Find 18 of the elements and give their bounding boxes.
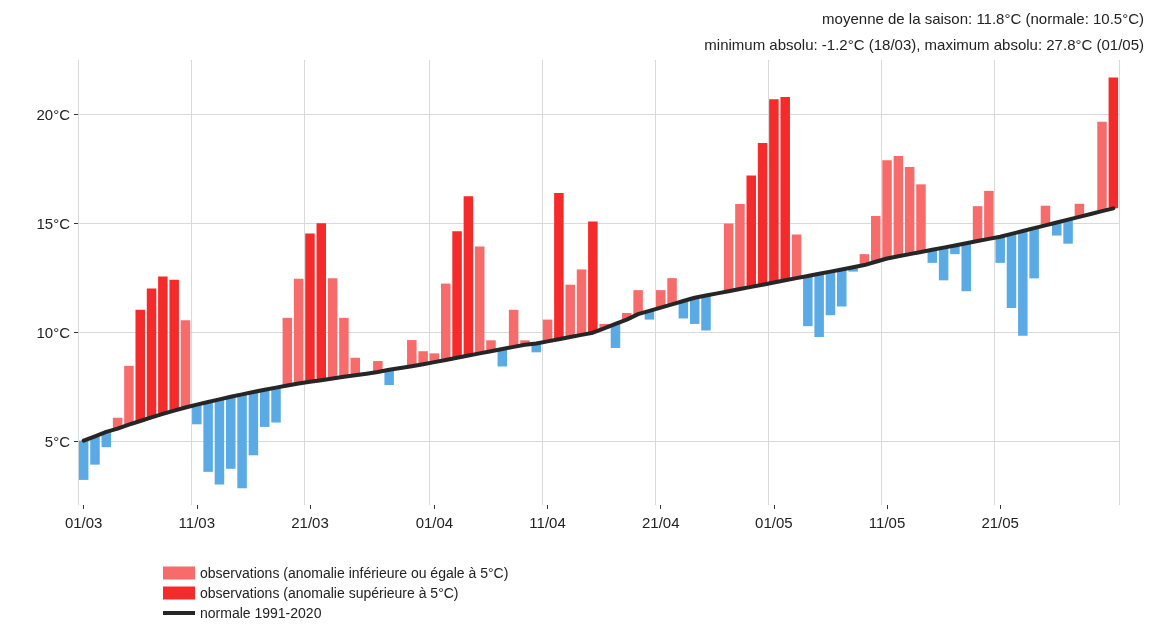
x-tick-label: 21/04 xyxy=(641,514,680,531)
x-tick-label: 21/05 xyxy=(981,514,1019,531)
x-tick-label: 11/03 xyxy=(178,514,216,531)
x-tick-label: 01/03 xyxy=(64,514,103,531)
x-tick-label: 21/03 xyxy=(291,514,329,531)
y-tick-label: 20°C xyxy=(36,106,71,124)
chart-subtitle: minimum absolu: -1.2°C (18/03), maximum absolu: 27.8°C (01/05) xyxy=(704,36,1145,53)
x-tick-label: 11/04 xyxy=(529,514,566,531)
y-tick-label: 15°C xyxy=(36,215,71,233)
legend-label: observations (anomalie inférieure ou égale à 5°C) xyxy=(200,565,509,581)
y-tick-label: 10°C xyxy=(36,324,71,342)
legend-label: normale 1991-2020 xyxy=(200,605,322,621)
x-tick-label: 11/05 xyxy=(868,514,906,531)
x-tick-label: 01/05 xyxy=(755,514,793,531)
x-tick-label: 01/04 xyxy=(415,514,454,531)
y-tick-label: 5°C xyxy=(44,433,71,451)
chart-title: moyenne de la saison: 11.8°C (normale: 10.5°C) xyxy=(822,10,1145,27)
legend-label: observations (anomalie supérieure à 5°C) xyxy=(200,585,459,601)
